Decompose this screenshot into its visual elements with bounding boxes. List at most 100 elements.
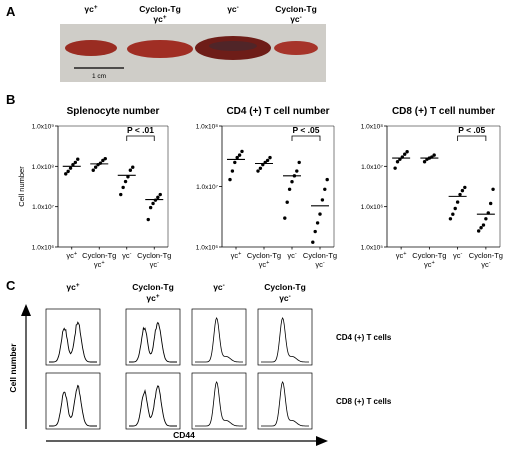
data-point — [126, 175, 130, 179]
histogram-1-3 — [191, 308, 247, 366]
data-point — [393, 166, 397, 170]
histogram-frame — [191, 372, 247, 430]
x-tick-label-line1: Cyclon-Tg — [247, 251, 281, 260]
histogram-column-label-1-line1: γc+ — [66, 282, 79, 292]
data-point — [93, 165, 98, 169]
histogram-column-label-3: γc- — [213, 282, 225, 292]
data-point — [103, 156, 107, 161]
histogram-curve — [49, 384, 97, 427]
histogram-2-1 — [45, 372, 101, 430]
data-point — [422, 160, 427, 164]
data-point — [148, 205, 153, 210]
data-point — [146, 217, 150, 222]
data-point — [66, 169, 70, 174]
data-point — [240, 149, 244, 154]
data-point — [320, 198, 325, 202]
data-point — [491, 187, 495, 191]
histogram-curve — [129, 321, 177, 363]
scatter-plot-2: CD4 (+) T cell number 1.0x10⁶ 1.0x10⁷ 1.0x1… — [196, 106, 337, 269]
scatter-plot-1: Splenocyte number 1.0x10⁶ 1.0x10⁷ 1.0x10⁸ 1.… — [17, 106, 171, 269]
x-tick-label: γc+ — [66, 251, 77, 260]
data-point — [235, 155, 239, 160]
y-tick-label: 1.0x10⁸ — [361, 124, 384, 131]
panel-c-letter: C — [6, 278, 16, 293]
photo-label-3-line1: γc- — [227, 4, 239, 14]
histogram-1-1 — [45, 308, 101, 366]
data-point — [237, 153, 242, 157]
significance-bracket — [291, 135, 321, 141]
x-tick-label-line1: Cyclon-Tg — [303, 251, 337, 260]
histogram-curve — [195, 317, 243, 363]
plot-title: Splenocyte number — [67, 106, 160, 117]
data-point — [451, 212, 455, 216]
histogram-column-label-4-line1: Cyclon-Tg — [264, 282, 306, 292]
y-tick-label: 1.0x10⁶ — [32, 245, 55, 252]
significance-bracket — [457, 135, 487, 141]
histogram-column-label-3-line1: γc- — [213, 282, 225, 292]
data-point — [285, 200, 289, 204]
y-tick-label: 1.0x10⁸ — [32, 164, 55, 171]
histogram-column-label-2-line2: γc+ — [146, 293, 159, 303]
y-tick-label: 1.0x10⁷ — [361, 164, 384, 171]
x-tick-label-line2: γc- — [150, 260, 160, 269]
x-tick-label-line1: Cyclon-Tg — [82, 251, 116, 260]
photo-label-2-line1: Cyclon-Tg — [139, 4, 181, 14]
scale-bar-label: 1 cm — [92, 73, 106, 80]
y-tick-label: 1.0x10⁶ — [196, 245, 219, 252]
y-arrow-head — [21, 304, 31, 316]
spleen-gc-minus-shadow — [209, 41, 257, 51]
data-point — [460, 188, 465, 193]
spleen-gc-plus — [65, 40, 117, 56]
data-point — [64, 172, 68, 176]
panel-b-letter: B — [6, 92, 15, 107]
data-point — [448, 217, 453, 221]
data-point — [283, 216, 287, 220]
x-tick-label-line1: Cyclon-Tg — [412, 251, 446, 260]
data-point — [121, 185, 125, 190]
data-point — [119, 192, 123, 197]
plot-title: CD4 (+) T cell number — [226, 106, 329, 117]
photo-label-3: γc- — [227, 4, 239, 14]
significance-label: P < .05 — [292, 125, 319, 135]
data-point — [458, 192, 462, 197]
x-tick-label-line1: Cyclon-Tg — [137, 251, 171, 260]
data-point — [73, 160, 78, 165]
x-tick-label: γc- — [287, 251, 297, 260]
data-point — [233, 160, 237, 165]
row-label-2: CD8 (+) T cells — [336, 397, 392, 406]
histogram-2-4 — [257, 372, 313, 430]
data-point — [68, 166, 73, 170]
histogram-column-label-2-line1: Cyclon-Tg — [132, 282, 174, 292]
data-point — [153, 198, 158, 202]
data-point — [463, 185, 467, 190]
histogram-column-label-1: γc+ — [66, 282, 79, 292]
data-point — [71, 162, 75, 167]
x-tick-label: γc- — [453, 251, 463, 260]
data-point — [453, 206, 457, 211]
histogram-curve — [49, 321, 97, 363]
y-tick-label: 1.0x10⁹ — [32, 124, 55, 131]
data-point — [295, 169, 299, 173]
x-tick-label-line2: γc- — [315, 260, 325, 269]
x-tick-label: γc- — [122, 251, 132, 260]
x-arrow-head — [316, 436, 328, 446]
data-point — [323, 187, 327, 191]
scatter-plot-3: CD8 (+) T cell number 1.0x10⁵ 1.0x10⁶ 1.0x1… — [361, 106, 503, 269]
scatter-plots: Splenocyte number 1.0x10⁶ 1.0x10⁷ 1.0x10⁸ 1.… — [17, 106, 503, 269]
histogram-frame — [125, 372, 181, 430]
data-point — [488, 201, 493, 206]
histogram-curve — [261, 381, 309, 427]
photo-label-2-line2: γc+ — [153, 14, 166, 24]
histogram-frame — [45, 308, 101, 366]
x-tick-label-line1: γc- — [122, 251, 132, 260]
histogram-frame — [125, 308, 181, 366]
x-tick-label: γc+ — [396, 251, 407, 260]
histogram-curve — [129, 385, 177, 427]
x-tick-label-line1: Cyclon-Tg — [469, 251, 503, 260]
